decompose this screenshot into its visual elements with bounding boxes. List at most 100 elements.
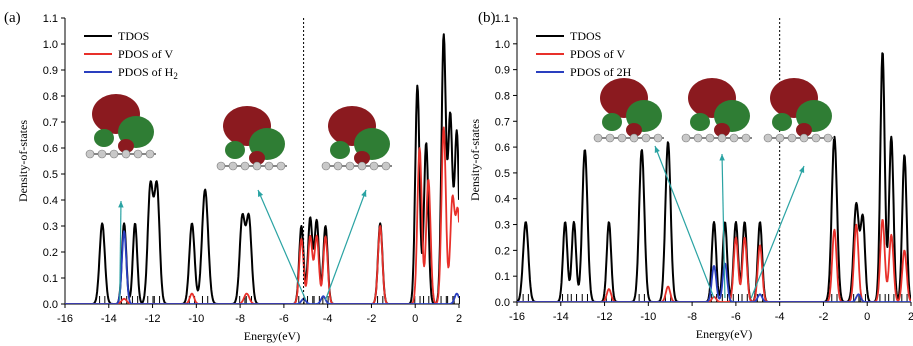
- x-axis-title: Energy(eV): [696, 327, 752, 341]
- x-tick-label: -4: [323, 313, 333, 325]
- series-line-pdos-of-h2: [65, 230, 459, 304]
- atom-sphere: [321, 161, 331, 171]
- orbital-lobe-red: [354, 151, 370, 165]
- y-tick-label: 0.8: [43, 91, 58, 103]
- x-tick-label: -2: [819, 311, 829, 323]
- x-tick-label: 2: [908, 311, 913, 323]
- y-tick-label: 0.7: [495, 116, 510, 128]
- orbital-lobe-red: [118, 139, 134, 153]
- atom-sphere: [357, 161, 367, 171]
- x-tick-label: -8: [235, 313, 245, 325]
- x-tick-label: -6: [731, 311, 741, 323]
- x-tick-label: -12: [145, 313, 161, 325]
- y-tick-label: 1.1: [43, 13, 58, 25]
- atom-sphere: [775, 133, 785, 143]
- annotation-arrow-line: [257, 189, 307, 301]
- orbital-lobe-red: [626, 123, 642, 137]
- atom-sphere: [593, 133, 603, 143]
- y-tick-label: 0.1: [43, 273, 58, 285]
- y-tick-label: 0.3: [43, 221, 58, 233]
- series-line-tdos: [65, 33, 459, 304]
- annotation-arrowhead: [118, 201, 124, 208]
- series-group: [65, 33, 459, 304]
- legend-label: TDOS: [570, 29, 601, 43]
- y-tick-label: 0.2: [43, 247, 58, 259]
- y-tick-label: 1.1: [495, 13, 510, 25]
- chart-panel-a: (a) 0.0 0.1 0.2 0.3 0.4 0.5 0.6 0.7 0.8 0.9 1.0 1.1 -…: [4, 10, 462, 343]
- y-tick-label: 0.2: [495, 245, 510, 257]
- y-tick-label: 0.5: [43, 169, 58, 181]
- atom-sphere: [264, 161, 274, 171]
- x-axis-title: Energy(eV): [244, 329, 300, 343]
- annotation-arrowhead: [258, 190, 264, 197]
- y-tick-label: 0.9: [495, 65, 510, 77]
- orbital-image-cluster-b3: [763, 78, 834, 143]
- atom-sphere: [705, 133, 715, 143]
- annotation-arrow-line: [119, 200, 122, 301]
- x-tick-label: 0: [864, 311, 870, 323]
- atom-sphere: [109, 149, 119, 159]
- atom-sphere: [717, 133, 727, 143]
- x-tick-label: -14: [101, 313, 117, 325]
- x-tick-label: -2: [367, 313, 377, 325]
- y-tick-label: 0.3: [495, 220, 510, 232]
- y-axis-title: Density-of-states: [16, 120, 30, 202]
- orbital-lobe-red: [796, 123, 812, 137]
- atom-sphere: [381, 161, 391, 171]
- annotation-arrow-line: [750, 165, 805, 299]
- x-tick-label: -4: [775, 311, 785, 323]
- atom-sphere: [823, 133, 833, 143]
- x-tick-label: -10: [188, 313, 204, 325]
- y-tick-label: 0.1: [495, 271, 510, 283]
- orbital-image-cluster-a1: [85, 94, 156, 159]
- atom-sphere: [787, 133, 797, 143]
- orbital-image-cluster-b1: [593, 78, 664, 143]
- y-tick-label: 0.0: [43, 299, 58, 311]
- atom-sphere: [605, 133, 615, 143]
- y-tick-label: 0.4: [495, 194, 510, 206]
- orbital-image-cluster-b2: [681, 78, 752, 143]
- y-tick-label: 0.4: [43, 195, 58, 207]
- atom-sphere: [811, 133, 821, 143]
- orbital-lobe-green: [772, 113, 792, 131]
- atom-sphere: [617, 133, 627, 143]
- annotation-arrow-line: [721, 153, 726, 299]
- orbital-lobe-red: [714, 123, 730, 137]
- orbital-lobe-green: [602, 113, 622, 131]
- series-line-pdos-of-2h: [517, 262, 911, 302]
- x-tick-label: -8: [687, 311, 697, 323]
- x-tick-label: -12: [597, 311, 613, 323]
- orbital-lobe-green: [225, 141, 245, 159]
- atom-sphere: [693, 133, 703, 143]
- atom-sphere: [97, 149, 107, 159]
- atom-sphere: [252, 161, 262, 171]
- legend-label: PDOS of V: [570, 47, 625, 61]
- orbital-image-cluster-a2: [216, 106, 287, 171]
- annotation-arrow-line: [324, 189, 367, 301]
- atom-sphere: [369, 161, 379, 171]
- y-tick-label: 0.7: [43, 117, 58, 129]
- atom-sphere: [729, 133, 739, 143]
- x-tick-label: -16: [57, 313, 73, 325]
- legend-label: PDOS of H2: [118, 65, 178, 81]
- y-tick-label: 0.8: [495, 90, 510, 102]
- y-tick-label: 0.6: [495, 142, 510, 154]
- x-tick-label: -14: [553, 311, 569, 323]
- atom-sphere: [333, 161, 343, 171]
- orbital-lobe-red: [249, 151, 265, 165]
- atom-sphere: [240, 161, 250, 171]
- atom-sphere: [121, 149, 131, 159]
- annotation-arrowhead: [799, 166, 805, 173]
- panel-label: (a): [4, 10, 21, 26]
- orbital-lobe-green: [94, 129, 114, 147]
- atom-sphere: [276, 161, 286, 171]
- x-tick-label: -10: [640, 311, 656, 323]
- y-tick-label: 1.0: [495, 39, 510, 51]
- atom-sphere: [133, 149, 143, 159]
- eigenvalue-sticks: [99, 296, 460, 304]
- annotation-arrowhead: [654, 146, 660, 153]
- atom-sphere: [653, 133, 663, 143]
- atom-sphere: [763, 133, 773, 143]
- y-tick-label: 0.0: [495, 297, 510, 309]
